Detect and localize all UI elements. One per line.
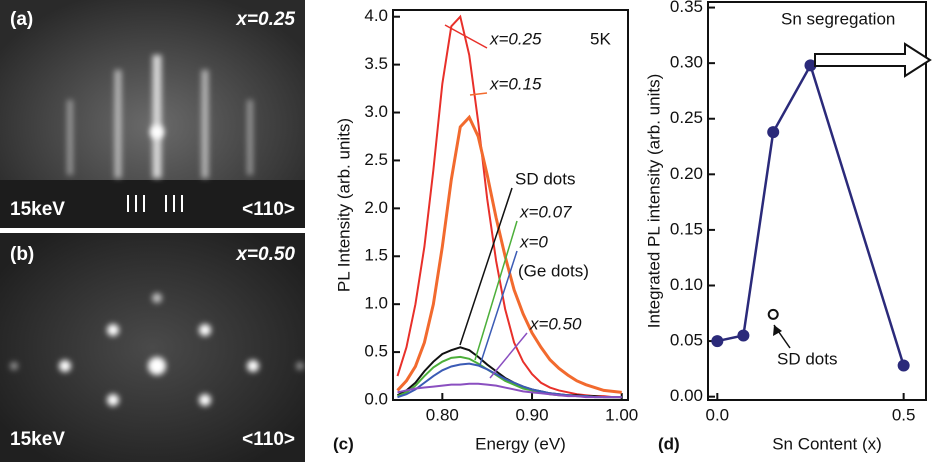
point: [897, 359, 910, 372]
x-tick-label: 0.5: [892, 405, 916, 424]
y-tick-label: 0.0: [364, 389, 388, 408]
trend-line: [717, 62, 905, 366]
y-tick-label: 0.15: [670, 219, 703, 238]
direction: <110>: [242, 429, 295, 450]
point: [737, 329, 750, 342]
x-axis-label: Sn Content (x): [772, 434, 882, 453]
streaks: [67, 55, 253, 178]
panel-label: (b): [10, 244, 34, 265]
pointer: [489, 332, 528, 379]
plot-frame: [392, 9, 629, 401]
pointer: [474, 220, 518, 361]
y-tick-label: 0.20: [670, 164, 703, 183]
y-tick-label: 0.05: [670, 331, 703, 350]
direction: <110>: [242, 199, 295, 220]
x-tick-label: 0.80: [426, 405, 459, 424]
point: [804, 59, 817, 72]
spectrum: [397, 382, 622, 399]
annotation: 5K: [590, 29, 611, 48]
panel-label: (a): [10, 9, 33, 30]
point: [711, 335, 724, 348]
series-label: x=0.07: [519, 202, 572, 221]
panel-label: (c): [333, 434, 354, 453]
panel-label: (d): [658, 434, 680, 453]
spots: [10, 293, 304, 406]
y-tick-label: 3.5: [364, 54, 388, 73]
series-label: SD dots: [515, 169, 575, 188]
plot-frame: [707, 1, 927, 401]
composition: x=0.25: [235, 9, 295, 30]
arrow: [814, 42, 932, 78]
composition: x=0.50: [235, 244, 295, 265]
y-axis-label: PL Intensity (arb. units): [334, 118, 353, 292]
pointer: [469, 92, 488, 96]
energy: 15keV: [10, 199, 65, 220]
y-tick-label: 3.0: [364, 102, 388, 121]
rheed-b: (b) x=0.50 15keV <110>: [0, 233, 305, 462]
pointer: [444, 24, 488, 49]
y-tick-label: 0.25: [670, 108, 703, 127]
annotation: (Ge dots): [518, 261, 589, 280]
series-label: x=0: [519, 232, 548, 251]
y-tick-label: 2.5: [364, 150, 388, 169]
x-tick-label: 0.0: [705, 405, 729, 424]
y-axis-label: Integrated PL intensity (arb. units): [644, 74, 663, 329]
pointer: [479, 250, 518, 366]
pointer: [459, 187, 513, 346]
spectrum: [396, 114, 622, 394]
y-tick-label: 2.0: [364, 198, 388, 217]
point: [767, 126, 780, 139]
annotation: Sn segregation: [781, 9, 895, 28]
energy: 15keV: [10, 429, 65, 450]
series-label: x=0.15: [489, 74, 542, 93]
series-label: x=0.25: [489, 29, 542, 48]
y-tick-label: 0.10: [670, 275, 703, 294]
arrow-head: [773, 325, 782, 336]
shadow: [0, 180, 305, 228]
y-tick-label: 0.30: [670, 53, 703, 72]
y-tick-label: 0.5: [364, 342, 388, 361]
series-label: x=0.50: [529, 314, 582, 333]
image-bg: [0, 233, 305, 462]
streak-markers: [127, 195, 183, 212]
series-label: SD dots: [777, 349, 837, 368]
rheed-a: (a) x=0.25 15keV <110>: [0, 0, 305, 228]
x-tick-label: 0.90: [515, 405, 548, 424]
y-tick-label: 1.5: [364, 246, 388, 265]
y-tick-label: 0.35: [670, 0, 703, 16]
y-tick-label: 4.0: [364, 6, 388, 25]
y-tick-label: 0.00: [670, 386, 703, 405]
open-point: [767, 308, 779, 320]
y-tick-label: 1.0: [364, 294, 388, 313]
x-tick-label: 1.00: [605, 405, 638, 424]
x-axis-label: Energy (eV): [475, 434, 566, 453]
